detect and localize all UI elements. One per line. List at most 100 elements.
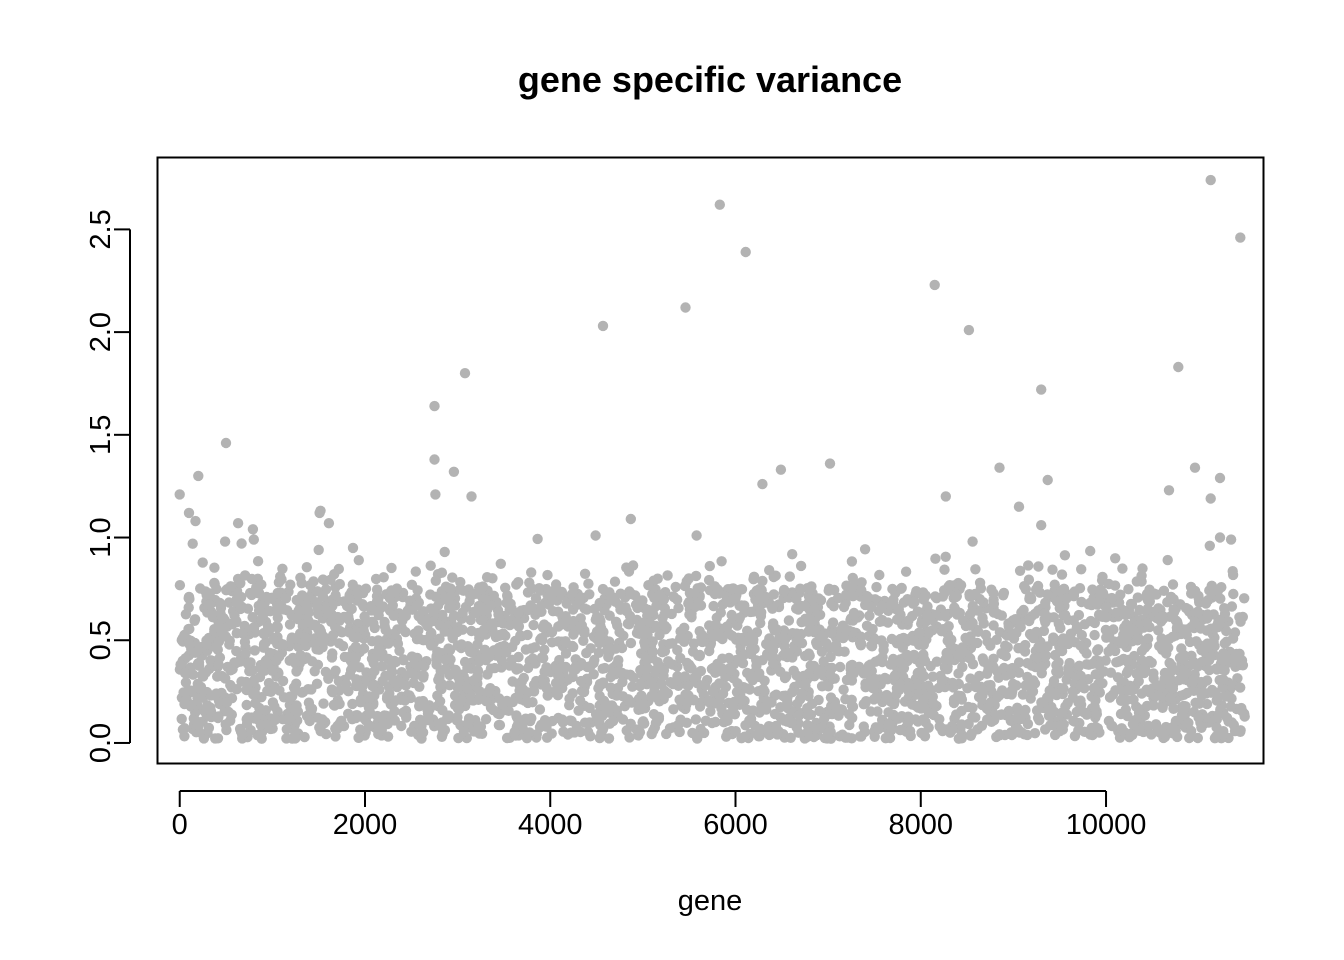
data-point bbox=[767, 658, 779, 669]
data-point bbox=[953, 668, 964, 679]
data-point bbox=[1000, 640, 1011, 651]
data-point bbox=[783, 615, 795, 626]
data-point bbox=[458, 726, 470, 737]
data-point bbox=[605, 682, 616, 693]
data-point bbox=[978, 656, 990, 667]
data-point bbox=[579, 603, 590, 614]
data-point bbox=[1153, 690, 1164, 701]
data-point bbox=[1013, 725, 1025, 736]
data-point bbox=[874, 616, 886, 627]
data-point bbox=[416, 614, 428, 626]
data-point bbox=[732, 678, 743, 689]
data-point bbox=[862, 592, 873, 603]
data-point bbox=[934, 714, 945, 725]
data-point bbox=[517, 722, 528, 733]
data-point bbox=[597, 710, 608, 722]
x-tick-label: 4000 bbox=[518, 809, 583, 841]
data-point bbox=[1042, 641, 1053, 652]
data-points bbox=[174, 174, 1250, 744]
data-point bbox=[742, 667, 753, 679]
data-point bbox=[1017, 689, 1029, 700]
data-point bbox=[1103, 578, 1115, 590]
data-point bbox=[406, 651, 418, 662]
data-point bbox=[639, 637, 650, 648]
data-point bbox=[313, 609, 324, 620]
data-point bbox=[754, 606, 766, 617]
data-point bbox=[1219, 638, 1231, 649]
data-point bbox=[333, 638, 345, 649]
data-point bbox=[1055, 720, 1066, 731]
data-point bbox=[874, 569, 885, 581]
data-point bbox=[327, 630, 339, 641]
data-point bbox=[717, 663, 728, 675]
data-point bbox=[709, 698, 720, 709]
data-point bbox=[1012, 713, 1023, 724]
data-point-outlier bbox=[429, 400, 440, 412]
data-point bbox=[574, 660, 585, 672]
data-point bbox=[560, 648, 572, 659]
data-point bbox=[883, 718, 894, 729]
x-axis: 0 2000 4000 6000 8000 10000 bbox=[172, 790, 1146, 841]
data-point bbox=[710, 619, 721, 630]
data-point bbox=[384, 593, 396, 604]
data-point bbox=[1201, 698, 1213, 710]
data-point bbox=[1048, 612, 1060, 623]
data-point bbox=[355, 724, 366, 735]
data-point bbox=[318, 637, 329, 648]
data-point bbox=[488, 704, 499, 716]
data-point bbox=[373, 643, 385, 654]
data-point bbox=[265, 686, 277, 697]
data-point bbox=[423, 715, 434, 726]
data-point bbox=[854, 637, 866, 649]
data-point bbox=[579, 568, 591, 579]
data-point bbox=[940, 551, 951, 562]
data-point bbox=[304, 715, 315, 727]
data-point bbox=[1025, 592, 1037, 604]
data-point bbox=[1206, 580, 1218, 591]
data-point bbox=[895, 657, 906, 669]
data-point bbox=[1103, 631, 1115, 642]
data-point bbox=[787, 687, 798, 698]
data-point bbox=[1182, 687, 1193, 699]
data-point bbox=[386, 562, 397, 574]
data-point bbox=[557, 714, 568, 725]
data-point bbox=[704, 560, 715, 572]
data-point bbox=[867, 683, 879, 694]
plot-frame bbox=[156, 156, 1265, 765]
data-point bbox=[254, 671, 266, 683]
data-point bbox=[1202, 609, 1213, 620]
data-point-outlier bbox=[1205, 493, 1216, 504]
data-point bbox=[796, 688, 807, 699]
data-point bbox=[584, 702, 595, 714]
data-point bbox=[650, 691, 661, 703]
data-point bbox=[1226, 601, 1238, 612]
data-point bbox=[673, 602, 684, 614]
data-point bbox=[1003, 621, 1014, 632]
data-point-outlier bbox=[1235, 232, 1246, 243]
data-point bbox=[889, 670, 901, 681]
data-point bbox=[728, 583, 739, 594]
data-point bbox=[806, 581, 817, 592]
data-point bbox=[504, 619, 516, 631]
data-point bbox=[1179, 666, 1190, 677]
data-point bbox=[1059, 550, 1071, 561]
data-point bbox=[354, 662, 365, 673]
data-point bbox=[1073, 725, 1084, 736]
data-point bbox=[334, 578, 345, 590]
data-point bbox=[901, 649, 913, 661]
data-point bbox=[546, 637, 558, 648]
data-point-outlier bbox=[430, 489, 441, 500]
data-point bbox=[780, 634, 791, 645]
data-point bbox=[691, 730, 702, 742]
data-point bbox=[258, 642, 269, 653]
data-point bbox=[187, 669, 199, 680]
data-point bbox=[679, 580, 691, 592]
data-point bbox=[1032, 712, 1044, 724]
data-point bbox=[258, 627, 269, 639]
data-point bbox=[377, 675, 388, 687]
data-point bbox=[832, 645, 844, 657]
data-point bbox=[568, 629, 579, 640]
data-point bbox=[910, 714, 921, 725]
data-point-outlier bbox=[590, 530, 601, 541]
data-point bbox=[1167, 579, 1179, 590]
